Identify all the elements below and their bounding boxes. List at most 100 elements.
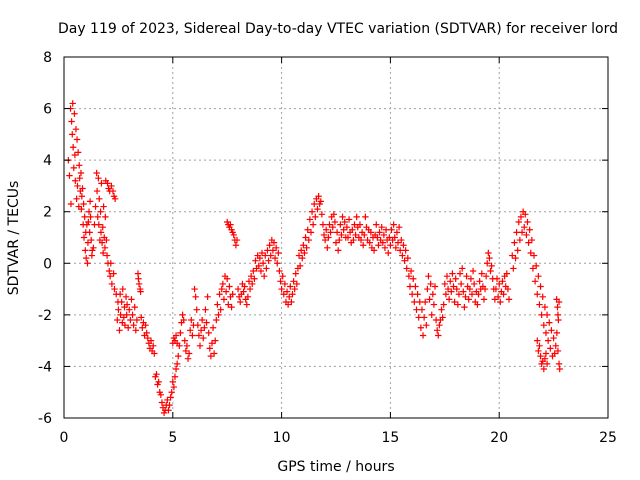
data-point <box>276 267 283 275</box>
data-point <box>492 285 500 293</box>
data-point <box>530 252 538 259</box>
data-point <box>340 226 347 233</box>
data-point <box>423 321 430 329</box>
data-point <box>459 265 466 272</box>
data-point <box>69 100 76 107</box>
data-point <box>270 239 278 246</box>
plot-frame <box>63 56 609 419</box>
data-point <box>228 303 235 311</box>
data-point <box>153 370 160 378</box>
data-point <box>521 223 528 231</box>
data-point <box>480 296 488 303</box>
data-point <box>150 342 157 349</box>
data-point <box>299 254 306 262</box>
data-point <box>170 383 178 391</box>
data-point <box>293 280 301 288</box>
data-point <box>497 298 504 306</box>
data-point <box>453 285 460 293</box>
data-point <box>255 262 262 270</box>
data-point <box>391 234 398 241</box>
data-point <box>216 291 223 298</box>
data-point <box>429 291 437 298</box>
data-point <box>314 205 321 213</box>
data-point <box>73 136 81 143</box>
data-point <box>263 265 270 272</box>
data-point <box>289 291 296 298</box>
data-point <box>550 334 557 342</box>
data-point <box>106 267 113 275</box>
data-point <box>135 280 143 288</box>
data-point <box>128 296 135 303</box>
data-point <box>71 151 79 159</box>
data-point <box>439 314 446 321</box>
data-point <box>344 234 352 241</box>
data-point <box>528 236 536 244</box>
data-point <box>246 285 254 293</box>
data-point <box>119 285 126 293</box>
data-point <box>144 334 151 342</box>
data-point <box>94 213 101 221</box>
data-point <box>487 267 494 275</box>
data-point <box>496 280 503 288</box>
data-point <box>425 272 432 280</box>
data-point <box>436 321 443 329</box>
data-point <box>401 257 408 264</box>
data-point <box>412 283 419 290</box>
data-point <box>379 239 386 246</box>
data-point <box>385 249 392 257</box>
data-point <box>451 298 458 306</box>
data-point <box>247 272 255 280</box>
data-point <box>440 301 447 308</box>
data-point <box>151 350 158 357</box>
data-point <box>179 311 186 319</box>
data-point <box>180 316 187 324</box>
data-point <box>308 208 316 215</box>
data-point <box>185 350 193 357</box>
data-point <box>138 314 145 321</box>
data-point <box>126 306 133 313</box>
data-point <box>362 213 369 221</box>
data-point <box>172 332 180 339</box>
data-point <box>427 280 434 288</box>
data-point <box>118 298 125 306</box>
data-point <box>243 301 250 308</box>
chart-title: Day 119 of 2023, Sidereal Day-to-day VTE… <box>58 21 618 37</box>
data-point <box>108 280 116 288</box>
x-tick-label: 20 <box>490 430 508 446</box>
data-point <box>142 321 149 329</box>
data-point <box>546 319 553 326</box>
data-point <box>80 200 87 208</box>
data-point <box>350 236 357 244</box>
data-point <box>474 301 481 308</box>
data-point <box>393 229 401 236</box>
data-point <box>370 247 378 254</box>
data-point <box>279 272 286 280</box>
data-point <box>111 285 118 293</box>
data-point <box>351 221 358 228</box>
data-point <box>491 296 499 303</box>
x-axis-ticks: 0 5 10 15 20 25 <box>60 57 617 446</box>
data-point <box>177 329 184 337</box>
data-point <box>175 352 182 360</box>
data-point <box>98 239 106 246</box>
data-point <box>84 260 91 267</box>
data-point <box>467 275 475 282</box>
data-point <box>256 254 264 262</box>
data-point <box>468 291 476 298</box>
data-point <box>210 350 218 357</box>
data-point <box>168 389 175 396</box>
data-point <box>514 247 521 254</box>
data-point <box>419 332 427 339</box>
data-point <box>339 213 346 221</box>
x-tick-label: 0 <box>60 430 69 446</box>
data-point <box>510 265 517 272</box>
data-point <box>124 324 132 331</box>
data-point <box>158 399 166 406</box>
data-point <box>517 213 525 221</box>
data-point <box>303 244 310 252</box>
data-point <box>286 293 293 301</box>
data-point <box>184 355 192 362</box>
data-point <box>405 272 413 280</box>
data-point <box>135 275 142 282</box>
